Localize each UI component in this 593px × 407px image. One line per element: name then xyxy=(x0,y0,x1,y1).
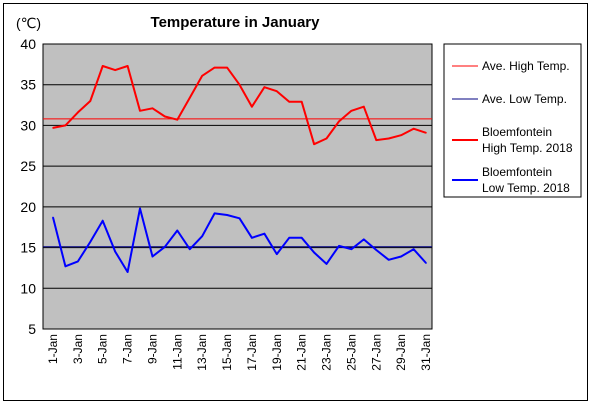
data-point xyxy=(400,134,402,136)
data-point xyxy=(176,118,179,121)
x-tick-label: 25-Jan xyxy=(344,334,358,371)
data-point xyxy=(251,105,253,108)
data-point xyxy=(201,235,203,237)
data-point xyxy=(201,74,203,77)
y-tick-label: 15 xyxy=(20,240,36,256)
legend-label: Bloemfontein xyxy=(482,165,552,179)
data-point xyxy=(425,131,427,134)
y-tick-label: 5 xyxy=(28,321,36,337)
legend-label: Ave. High Temp. xyxy=(482,59,570,73)
x-tick-label: 5-Jan xyxy=(96,334,110,364)
unit-label: (℃) xyxy=(16,15,41,31)
data-point xyxy=(276,253,278,255)
data-point xyxy=(151,107,154,110)
x-tick-label: 11-Jan xyxy=(170,334,184,370)
y-tick-label: 10 xyxy=(20,280,36,296)
x-tick-label: 29-Jan xyxy=(394,334,408,371)
data-point xyxy=(176,229,179,232)
x-tick-label: 21-Jan xyxy=(295,334,309,371)
data-point xyxy=(89,241,92,243)
data-point xyxy=(375,139,378,141)
data-point xyxy=(188,96,191,99)
x-tick-label: 27-Jan xyxy=(369,334,383,371)
x-tick-label: 7-Jan xyxy=(121,334,135,364)
x-tick-label: 1-Jan xyxy=(46,334,60,364)
x-tick-label: 17-Jan xyxy=(245,334,259,371)
data-point xyxy=(126,65,129,67)
data-point xyxy=(238,83,241,86)
data-point xyxy=(238,217,241,220)
legend-label: Low Temp. 2018 xyxy=(482,181,570,195)
legend-label: High Temp. 2018 xyxy=(482,141,573,155)
plot-area xyxy=(42,43,433,330)
data-point xyxy=(213,66,216,69)
data-point xyxy=(213,212,216,215)
data-point xyxy=(188,248,191,250)
data-point xyxy=(313,143,315,145)
y-tick-label: 30 xyxy=(20,117,36,133)
y-tick-label: 35 xyxy=(20,77,36,93)
data-point xyxy=(363,238,365,241)
data-point xyxy=(350,248,353,250)
data-point xyxy=(263,86,266,88)
x-tick-label: 13-Jan xyxy=(195,334,209,371)
data-point xyxy=(64,124,67,127)
data-point xyxy=(338,120,340,123)
data-point xyxy=(387,258,390,261)
data-point xyxy=(52,216,54,219)
y-tick-label: 40 xyxy=(20,36,36,52)
data-point xyxy=(313,251,315,254)
x-tick-label: 31-Jan xyxy=(419,334,433,371)
data-point xyxy=(300,101,303,103)
data-point xyxy=(52,127,54,129)
data-point xyxy=(387,137,390,140)
data-point xyxy=(226,66,228,69)
data-point xyxy=(126,271,129,273)
data-point xyxy=(425,262,427,264)
legend-label: Bloemfontein xyxy=(482,125,552,139)
x-tick-label: 9-Jan xyxy=(145,334,159,364)
data-point xyxy=(338,245,340,247)
data-point xyxy=(350,109,353,112)
data-point xyxy=(300,237,303,239)
data-point xyxy=(288,101,291,103)
data-point xyxy=(64,265,67,268)
data-point xyxy=(139,207,141,210)
data-point xyxy=(375,249,378,251)
legend-label: Ave. Low Temp. xyxy=(482,92,567,106)
data-point xyxy=(164,115,166,118)
data-point xyxy=(288,237,291,239)
x-tick-label: 23-Jan xyxy=(320,334,334,371)
data-point xyxy=(251,237,253,239)
data-point xyxy=(263,232,266,235)
data-point xyxy=(412,248,415,250)
data-point xyxy=(400,255,402,258)
data-point xyxy=(325,263,328,265)
x-tick-label: 3-Jan xyxy=(71,334,85,364)
data-point xyxy=(114,69,116,71)
data-point xyxy=(101,65,104,67)
x-tick-label: 15-Jan xyxy=(220,334,234,371)
data-point xyxy=(412,127,415,130)
data-point xyxy=(164,245,166,248)
chart-title: Temperature in January xyxy=(151,14,321,31)
data-point xyxy=(151,255,154,258)
x-tick-label: 19-Jan xyxy=(270,334,284,371)
data-point xyxy=(77,111,79,114)
legend-box xyxy=(443,43,582,198)
data-point xyxy=(101,219,104,222)
data-point xyxy=(226,214,228,216)
data-point xyxy=(139,109,141,112)
data-point xyxy=(114,250,116,253)
data-point xyxy=(276,90,278,93)
data-point xyxy=(363,105,365,108)
y-tick-label: 20 xyxy=(20,199,36,215)
y-tick-label: 25 xyxy=(20,158,36,174)
data-point xyxy=(77,260,79,263)
data-point xyxy=(325,137,328,140)
data-point xyxy=(89,100,92,102)
